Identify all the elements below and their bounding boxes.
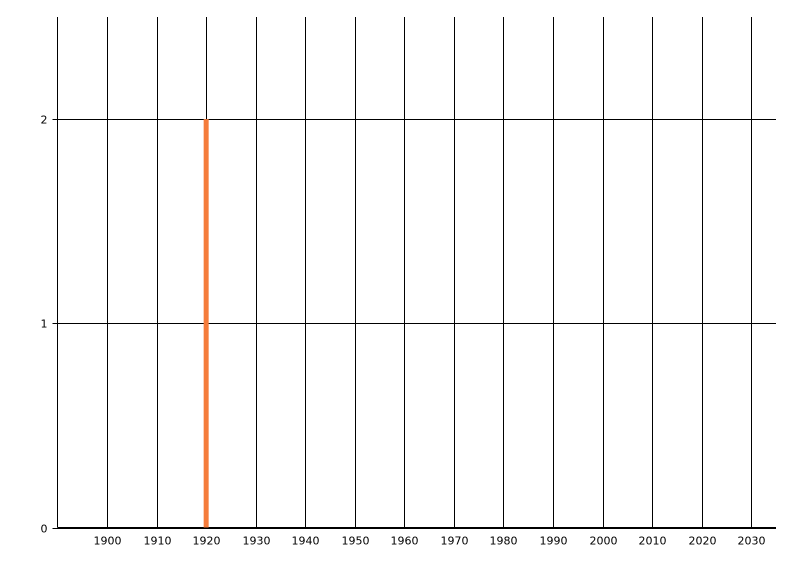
x-tick-label: 1950 bbox=[342, 535, 370, 548]
x-tick-label: 2020 bbox=[689, 535, 717, 548]
x-tick-label: 1990 bbox=[540, 535, 568, 548]
x-tick-label: 1920 bbox=[193, 535, 221, 548]
x-tick-label: 1960 bbox=[391, 535, 419, 548]
x-tick-label: 1930 bbox=[243, 535, 271, 548]
x-tick-label: 2010 bbox=[639, 535, 667, 548]
x-tick-label: 2030 bbox=[738, 535, 766, 548]
x-tick-label: 1910 bbox=[144, 535, 172, 548]
x-tick-label: 1940 bbox=[292, 535, 320, 548]
x-tick-label: 1970 bbox=[441, 535, 469, 548]
x-tick-label: 1900 bbox=[94, 535, 122, 548]
x-tick-label: 1980 bbox=[490, 535, 518, 548]
y-tick-label: 2 bbox=[41, 114, 48, 127]
y-tick-label: 0 bbox=[41, 523, 48, 536]
y-tick-label: 1 bbox=[41, 318, 48, 331]
x-tick-label: 2000 bbox=[590, 535, 618, 548]
bar bbox=[203, 119, 209, 528]
